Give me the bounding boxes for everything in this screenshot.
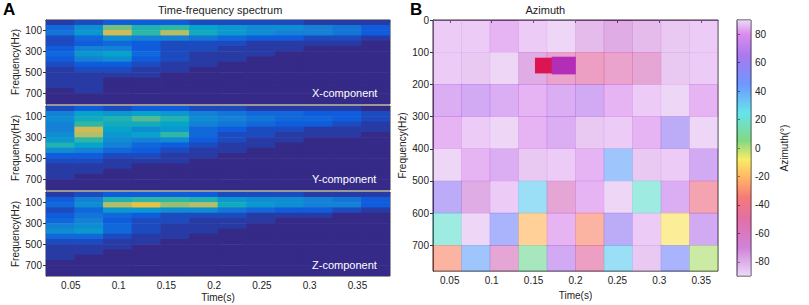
svg-text:500: 500 [25, 239, 42, 250]
svg-text:300: 300 [25, 46, 42, 57]
svg-text:700: 700 [25, 88, 42, 99]
svg-text:Azimuth: Azimuth [526, 4, 566, 16]
svg-text:300: 300 [412, 111, 429, 122]
svg-text:100: 100 [25, 197, 42, 208]
svg-text:300: 300 [25, 218, 42, 229]
svg-text:0.05: 0.05 [61, 280, 81, 291]
svg-text:0.1: 0.1 [485, 275, 499, 286]
svg-text:Time(s): Time(s) [201, 292, 235, 303]
svg-text:0: 0 [423, 15, 429, 26]
svg-text:0.15: 0.15 [157, 280, 177, 291]
svg-text:0.3: 0.3 [652, 275, 666, 286]
svg-text:0.35: 0.35 [348, 280, 368, 291]
svg-text:700: 700 [25, 260, 42, 271]
svg-text:600: 600 [412, 208, 429, 219]
svg-text:0.15: 0.15 [524, 275, 544, 286]
svg-text:-60: -60 [755, 228, 770, 239]
svg-text:Y-component: Y-component [312, 173, 376, 185]
svg-text:X-component: X-component [312, 87, 377, 99]
svg-text:0.25: 0.25 [252, 280, 272, 291]
svg-text:Time(s): Time(s) [559, 290, 593, 301]
svg-text:Frequency(Hz): Frequency(Hz) [10, 29, 21, 95]
svg-text:Z-component: Z-component [312, 259, 377, 271]
svg-text:0.2: 0.2 [569, 275, 583, 286]
svg-text:-40: -40 [755, 199, 770, 210]
svg-text:Time-frequency spectrum: Time-frequency spectrum [158, 4, 282, 16]
svg-text:80: 80 [755, 29, 767, 40]
svg-text:300: 300 [25, 132, 42, 143]
svg-text:Azimuth(°): Azimuth(°) [779, 125, 790, 172]
svg-text:100: 100 [25, 111, 42, 122]
svg-text:0.25: 0.25 [608, 275, 628, 286]
svg-text:Frequency(Hz): Frequency(Hz) [10, 201, 21, 267]
svg-text:0.35: 0.35 [692, 275, 712, 286]
svg-text:Frequency(Hz): Frequency(Hz) [397, 112, 408, 178]
svg-text:500: 500 [25, 67, 42, 78]
svg-text:200: 200 [412, 79, 429, 90]
svg-text:B: B [410, 0, 422, 19]
svg-text:500: 500 [412, 175, 429, 186]
svg-text:0.1: 0.1 [112, 280, 126, 291]
svg-text:0.2: 0.2 [207, 280, 221, 291]
svg-text:-20: -20 [755, 171, 770, 182]
svg-text:60: 60 [755, 57, 767, 68]
svg-text:-80: -80 [755, 256, 770, 267]
svg-text:100: 100 [25, 25, 42, 36]
svg-text:0.3: 0.3 [303, 280, 317, 291]
svg-text:700: 700 [412, 240, 429, 251]
svg-text:500: 500 [25, 153, 42, 164]
svg-text:Frequency(Hz): Frequency(Hz) [10, 115, 21, 181]
svg-text:700: 700 [25, 174, 42, 185]
svg-text:40: 40 [755, 86, 767, 97]
svg-text:0.05: 0.05 [440, 275, 460, 286]
svg-text:A: A [3, 0, 15, 19]
svg-text:0: 0 [755, 143, 761, 154]
svg-text:20: 20 [755, 114, 767, 125]
svg-text:100: 100 [412, 47, 429, 58]
svg-text:400: 400 [412, 143, 429, 154]
